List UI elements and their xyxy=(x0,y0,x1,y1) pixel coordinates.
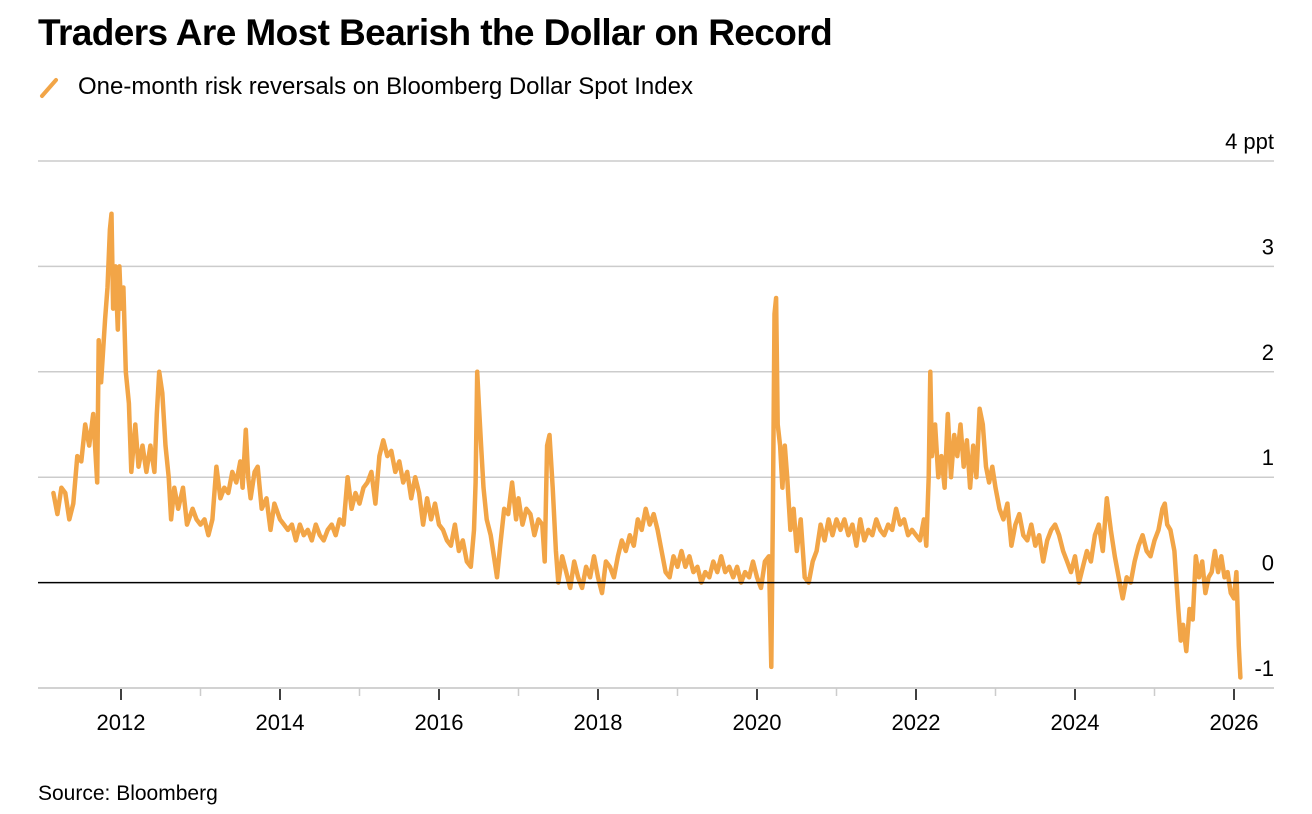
y-tick-label: -1 xyxy=(1254,656,1274,681)
legend: One-month risk reversals on Bloomberg Do… xyxy=(38,72,693,102)
y-tick-label: 1 xyxy=(1262,445,1274,470)
x-tick-label: 2024 xyxy=(1051,710,1100,735)
x-tick-label: 2018 xyxy=(574,710,623,735)
x-tick-label: 2016 xyxy=(415,710,464,735)
y-tick-label: 0 xyxy=(1262,551,1274,576)
y-tick-label: 3 xyxy=(1262,234,1274,259)
line-swatch-icon xyxy=(40,78,58,98)
y-tick-label: 2 xyxy=(1262,340,1274,365)
source-note: Source: Bloomberg xyxy=(38,782,218,805)
chart-title: Traders Are Most Bearish the Dollar on R… xyxy=(38,12,833,53)
series-line xyxy=(51,211,1243,680)
x-tick-label: 2026 xyxy=(1210,710,1259,735)
series xyxy=(51,211,1243,680)
legend-label: One-month risk reversals on Bloomberg Do… xyxy=(78,73,693,100)
y-tick-label: 4 ppt xyxy=(1225,129,1274,154)
x-tick-label: 2022 xyxy=(892,710,941,735)
x-tick-label: 2014 xyxy=(256,710,305,735)
x-axis: 2012 2014 2016 2018 2020 2022 2024 2026 xyxy=(38,687,1274,735)
gridlines xyxy=(38,160,1274,689)
x-tick-label: 2020 xyxy=(733,710,782,735)
x-tick-label: 2012 xyxy=(97,710,146,735)
y-axis-labels: 4 ppt 3 2 1 0 -1 xyxy=(1225,129,1274,681)
